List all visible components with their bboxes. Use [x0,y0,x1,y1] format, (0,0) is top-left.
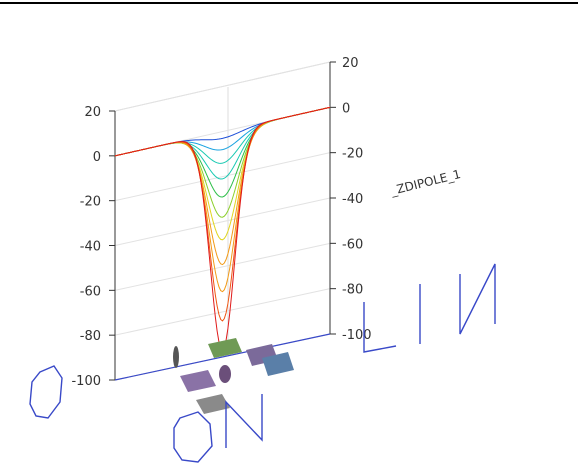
grid-line-5 [114,288,331,336]
right-ticks: 20 0 -20 -40 -60 -80 -100 [330,56,372,343]
letter-o-partial [29,365,63,419]
floor-patch-purple-2 [180,370,216,392]
z-axis-label: _ZDIPOLE_1 [388,167,462,198]
floor-projection [173,338,294,414]
left-tick-label-0: 20 [84,105,101,120]
right-tick-label-2: -20 [342,147,363,162]
left-tick-label-5: -80 [80,329,101,344]
surface-curve-9 [114,106,331,322]
right-tick-label-1: 0 [342,101,350,116]
surface-curve-5 [114,106,331,218]
right-tick-label-5: -80 [342,283,363,298]
floor-patch-green [208,338,242,358]
floor-front-edge [114,333,331,381]
floor-patch-gray [196,394,230,414]
right-tick-label-0: 20 [342,56,359,71]
letter-n2 [225,394,263,448]
surface-curve-7 [114,106,331,266]
left-ticks: 20 0 -20 -40 -60 -80 -100 [71,105,115,389]
grid-lines [114,61,331,381]
right-tick-label-3: -40 [342,192,363,207]
left-tick-label-6: -100 [71,374,101,389]
floor-ellipse-left [173,346,179,368]
surface-curve-6 [114,106,331,241]
grid-line-4 [114,242,331,291]
grid-line-3 [114,197,331,246]
floor-patch-blue [262,352,294,376]
surface-curves [114,106,331,352]
left-tick-label-1: 0 [93,150,101,165]
right-tick-label-6: -100 [342,328,372,343]
left-tick-label-2: -20 [80,195,101,210]
surface-curve-10 [114,106,331,352]
right-tick-label-4: -60 [342,237,363,252]
grid-line-0 [114,61,331,112]
letter-o [173,411,213,463]
floor-letters [29,263,496,463]
grid-horizontal [114,61,331,381]
letter-n [459,263,496,335]
surface-curve-2 [114,106,331,164]
letter-l [363,302,397,353]
surface-curve-3 [114,106,331,180]
left-tick-label-4: -60 [80,284,101,299]
surface-curve-4 [114,106,331,198]
grid-line-2 [114,152,331,202]
floor-ellipse-center [219,365,231,383]
left-tick-label-3: -40 [80,240,101,255]
